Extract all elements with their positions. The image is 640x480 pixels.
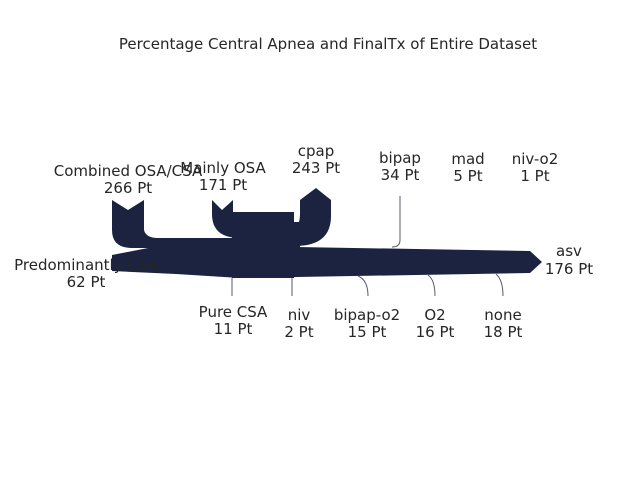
label-predom-name: Predominantly CSA — [14, 256, 158, 274]
label-cpap-count: 243 Pt — [292, 159, 340, 177]
label-niv-name: niv — [288, 306, 311, 324]
sankey-flows — [112, 188, 542, 278]
label-niv-count: 2 Pt — [284, 323, 313, 341]
node-labels: Combined OSA/CSA 266 Pt Mainly OSA 171 P… — [14, 142, 593, 341]
sankey-thin-links — [231, 196, 504, 297]
label-mad-name: mad — [451, 150, 484, 168]
link-o2 — [427, 274, 436, 297]
label-none-count: 18 Pt — [484, 323, 523, 341]
label-mad-count: 5 Pt — [453, 167, 482, 185]
label-pure-name: Pure CSA — [199, 303, 268, 321]
label-combined-name: Combined OSA/CSA — [54, 162, 203, 180]
label-bipapo2-count: 15 Pt — [348, 323, 387, 341]
label-predom-count: 62 Pt — [67, 273, 106, 291]
label-asv-name: asv — [556, 242, 582, 260]
label-bipapo2-name: bipap-o2 — [334, 306, 400, 324]
label-o2-count: 16 Pt — [416, 323, 455, 341]
label-combined-count: 266 Pt — [104, 179, 152, 197]
diagram-title: Percentage Central Apnea and FinalTx of … — [119, 35, 537, 53]
link-bipap — [391, 196, 401, 248]
trunk-flow — [112, 246, 542, 278]
label-pure-count: 11 Pt — [214, 320, 253, 338]
label-asv-count: 176 Pt — [545, 260, 593, 278]
label-mainly-name: Mainly OSA — [180, 159, 266, 177]
label-bipap-name: bipap — [379, 149, 421, 167]
label-mainly-count: 171 Pt — [199, 176, 247, 194]
link-none — [495, 273, 504, 297]
label-bipap-count: 34 Pt — [381, 166, 420, 184]
label-cpap-name: cpap — [298, 142, 334, 160]
label-none-name: none — [484, 306, 521, 324]
link-bipapo2 — [357, 275, 369, 297]
label-nivo2-name: niv-o2 — [512, 150, 559, 168]
central-node — [232, 212, 294, 278]
label-o2-name: O2 — [424, 306, 445, 324]
label-nivo2-count: 1 Pt — [520, 167, 549, 185]
